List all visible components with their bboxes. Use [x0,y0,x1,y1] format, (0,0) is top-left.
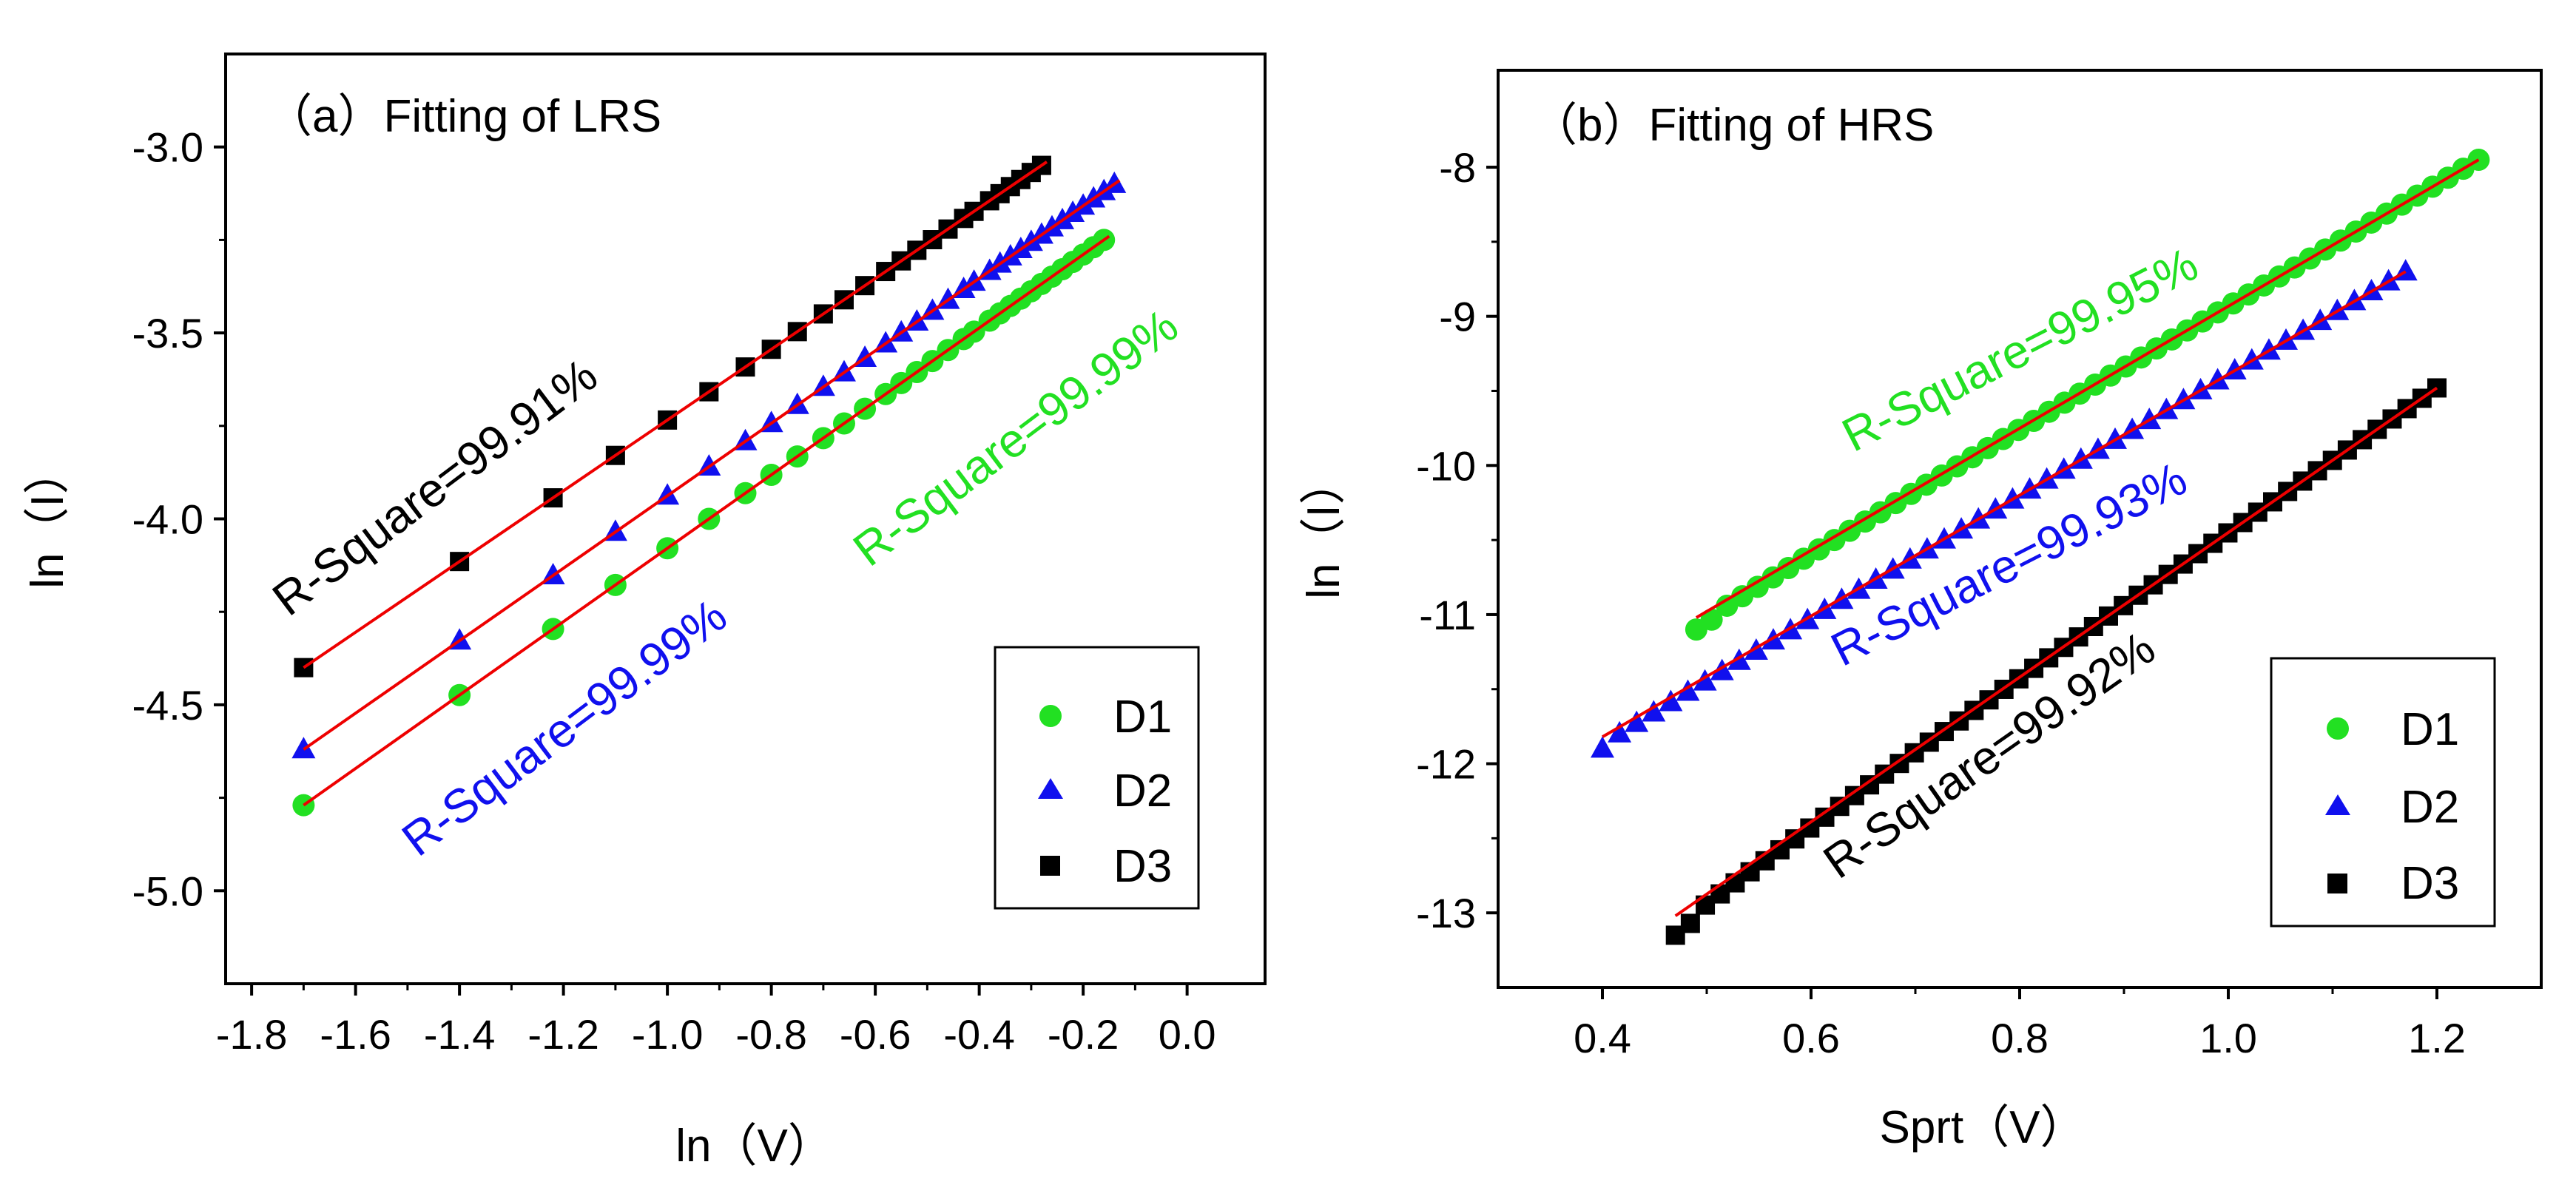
panel-b-xtick-label: 1.2 [2408,1015,2466,1061]
panel-b-legend-marker-d1 [2327,717,2349,740]
panel-b-legend-d1: D1 [2401,704,2459,755]
panel-a-xtick-label: -1.8 [216,1011,288,1058]
panel-a-legend-marker-d2 [1038,778,1063,799]
panel-b-legend-box [2270,657,2496,928]
panel-b-legend-marker-d2 [2325,794,2350,815]
panel-b-point-d3 [2427,378,2447,398]
panel-b: 0.4 0.6 0.8 1.0 1.2 -13 -12 -11 -10 -9 -8 （b）Fitti… [1298,69,2543,1153]
panel-a: -1.8 -1.6 -1.4 -1.2 -1.0 -0.8 -0.6 -0.4 -0.2 0.0 -… [22,53,1267,1172]
panel-a-legend: D1 D2 D3 [994,646,1200,910]
panel-a-fit-line-d3 [303,161,1048,669]
panel-b-point-d2 [1642,700,1666,722]
panel-a-ylabel: ln（I） [22,448,73,588]
panel-a-xtick-label: -0.8 [735,1011,807,1058]
panel-b-xtick-label: 1.0 [2199,1015,2257,1061]
panel-a-xtick-label: -0.4 [943,1011,1015,1058]
panel-a-ytick-label: -4.5 [132,682,204,729]
panel-a-ytick-label: -3.5 [132,310,204,357]
panel-b-point-d2 [1676,679,1700,701]
panel-b-fit-line-d3 [1674,386,2438,917]
panel-a-legend-marker-d3 [1040,856,1060,876]
panel-a-legend-box [994,646,1200,910]
panel-b-point-d2 [1591,736,1614,758]
panel-b-title: （b）Fitting of HRS [1531,100,1934,151]
panel-a-ticks: -1.8 -1.6 -1.4 -1.2 -1.0 -0.8 -0.6 -0.4 -0.2 0.0 -… [132,124,1216,1058]
panel-a-xtick-label: -1.4 [424,1011,496,1058]
panel-a-fit-line-d2 [303,179,1121,751]
panel-a-xtick-label: -1.6 [320,1011,391,1058]
panel-b-xlabel: Sprt（V） [1879,1102,2086,1153]
panel-a-xlabel: ln（V） [675,1121,834,1172]
panel-b-xtick-label: 0.6 [1782,1015,1840,1061]
panel-a-ytick-label: -4.0 [132,496,204,543]
panel-b-ytick-label: -8 [1439,144,1476,191]
panel-b-legend-marker-d3 [2327,874,2347,893]
panel-a-legend-d3: D3 [1113,841,1172,892]
panel-a-fit-line-d1 [303,234,1110,807]
panel-b-fit-line-d1 [1695,158,2480,619]
panel-b-point-d2 [1608,720,1632,743]
panel-a-legend-d1: D1 [1113,692,1172,743]
panel-a-xtick-label: -0.6 [840,1011,911,1058]
panel-b-ytick-label: -12 [1416,741,1476,788]
panel-b-fit-lines [1601,158,2480,917]
panel-a-point-d2 [291,737,316,759]
panel-b-ytick-label: -10 [1416,442,1476,489]
panel-b-point-d2 [1710,658,1734,680]
panel-a-ytick-label: -3.0 [132,124,204,171]
panel-b-point-d2 [1659,689,1683,712]
panel-b-point-d2 [1625,710,1649,732]
panel-a-fit-lines [303,161,1121,807]
panel-a-xtick-label: -0.2 [1048,1011,1119,1058]
panel-a-legend-marker-d1 [1039,705,1062,727]
panel-a-xtick-label: -1.2 [527,1011,599,1058]
panel-a-ytick-label: -5.0 [132,868,204,914]
panel-b-point-d3 [1680,913,1700,933]
panel-b-ytick-label: -9 [1439,294,1476,340]
panel-a-title: （a）Fitting of LRS [266,91,661,142]
panel-a-xtick-label: -1.0 [632,1011,704,1058]
panel-a-rsq-d2: R-Square=99.99% [392,589,736,866]
panel-b-legend-d3: D3 [2401,858,2459,909]
panel-a-xtick-label: 0.0 [1159,1011,1216,1058]
panel-b-ticks: 0.4 0.6 0.8 1.0 1.2 -13 -12 -11 -10 -9 -8 [1416,144,2466,1061]
panel-b-point-d2 [1693,669,1717,691]
panel-b-ytick-label: -13 [1416,890,1476,936]
panel-b-ylabel: ln（I） [1298,459,1349,598]
panel-a-legend-d2: D2 [1113,766,1172,817]
panel-b-xtick-label: 0.4 [1574,1015,1631,1061]
panel-b-legend-d2: D2 [2401,782,2459,833]
panel-b-xtick-label: 0.8 [1991,1015,2049,1061]
panel-b-legend: D1 D2 D3 [2270,657,2496,928]
panel-b-ytick-label: -11 [1419,592,1476,638]
panel-b-point-d1 [1700,608,1723,631]
panel-b-fit-line-d2 [1601,270,2407,738]
